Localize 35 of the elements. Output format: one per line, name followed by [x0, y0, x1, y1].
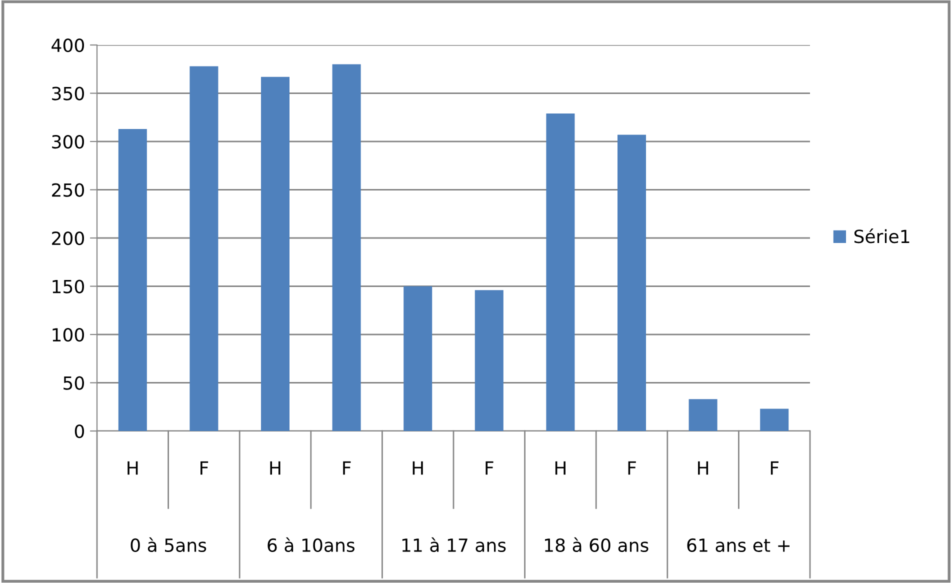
x-tick-label: F	[770, 461, 778, 475]
legend-label: Série1	[854, 228, 910, 244]
bar	[118, 128, 147, 431]
x-tick-label: F	[486, 461, 494, 475]
bar	[617, 134, 646, 431]
y-tick-label: 0	[74, 424, 84, 438]
x-tick-label: H	[698, 461, 708, 475]
bar	[260, 76, 290, 431]
y-tick-label: 250	[52, 183, 84, 197]
x-tick-label: F	[343, 461, 351, 475]
y-tick-label: 200	[52, 231, 84, 246]
text: 6 à 10ans	[268, 537, 354, 552]
x-tick-label: H	[270, 461, 280, 475]
y-tick-label: 50	[64, 376, 84, 390]
text: 61 ans et +	[687, 538, 790, 552]
x-tick-label: H	[412, 461, 423, 475]
x-tick-label: F	[628, 461, 636, 475]
y-tick-label: 300	[52, 134, 84, 149]
text: 18 à 60 ans	[545, 537, 648, 552]
y-tick-label: 150	[52, 280, 84, 294]
x-tick-label: F	[200, 461, 208, 475]
bar	[760, 408, 789, 431]
bar	[190, 66, 218, 431]
y-tick-label: 400	[52, 38, 84, 52]
x-tick-label: H	[128, 461, 138, 475]
bar	[546, 114, 575, 431]
y-tick-label: 350	[52, 86, 84, 100]
bar	[688, 399, 718, 431]
bar	[332, 64, 361, 431]
bar	[474, 290, 504, 431]
text: 0 à 5ans	[130, 537, 206, 552]
x-tick-label: H	[555, 461, 566, 475]
y-tick-label: 100	[52, 328, 84, 342]
bar	[404, 286, 432, 431]
text: 11 à 17 ans	[402, 537, 506, 552]
